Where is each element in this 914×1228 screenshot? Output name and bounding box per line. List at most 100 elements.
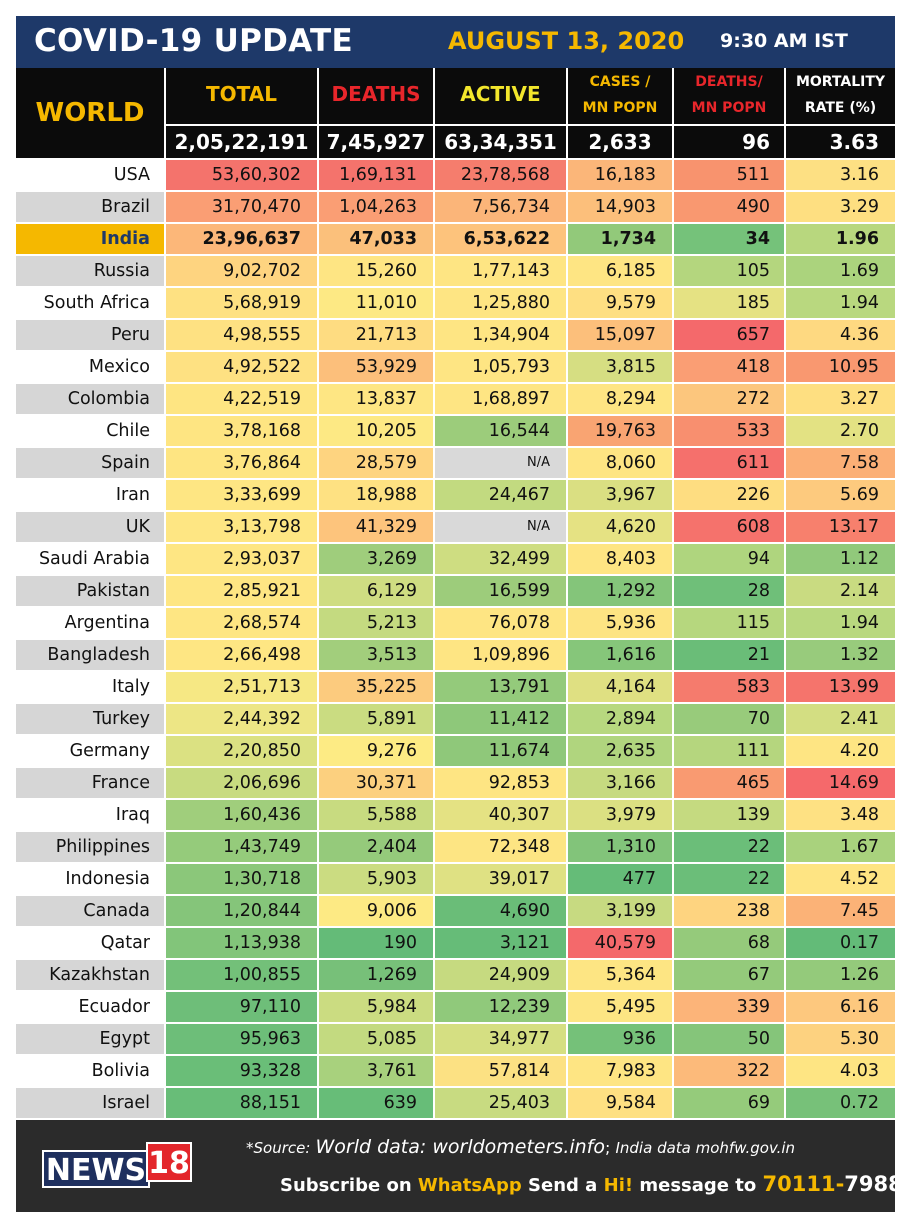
deaths-cell: 6,129	[319, 576, 433, 606]
total-cell: 88,151	[166, 1088, 317, 1118]
active-cell: 1,77,143	[435, 256, 566, 286]
deaths-cell: 5,213	[319, 608, 433, 638]
active-cell: 1,34,904	[435, 320, 566, 350]
deaths-cell: 21,713	[319, 320, 433, 350]
active-cell: 12,239	[435, 992, 566, 1022]
total-cell: 2,85,921	[166, 576, 317, 606]
country-name-cell: Argentina	[16, 608, 164, 638]
deaths-cell: 30,371	[319, 768, 433, 798]
cases-per-mn-cell: 6,185	[568, 256, 672, 286]
deaths-cell: 1,269	[319, 960, 433, 990]
subscribe-line: Subscribe on WhatsApp Send a Hi! message…	[280, 1172, 914, 1196]
country-name-cell: Iraq	[16, 800, 164, 830]
deaths-per-mn-cell: 226	[674, 480, 784, 510]
deaths-per-mn-cell: 465	[674, 768, 784, 798]
mortality-rate-cell: 3.27	[786, 384, 895, 414]
col-header-cases-mn-line1: CASES /	[589, 74, 651, 90]
country-name-cell: Colombia	[16, 384, 164, 414]
world-deaths-mn-value: 96	[742, 130, 770, 154]
mortality-rate-cell: 1.94	[786, 288, 895, 318]
news18-logo: NEWS 18	[42, 1142, 192, 1188]
hi-label: Hi!	[603, 1175, 634, 1196]
update-date: AUGUST 13, 2020	[448, 27, 685, 55]
total-cell: 31,70,470	[166, 192, 317, 222]
country-name-cell: USA	[16, 160, 164, 190]
table-row: Iran 3,33,699 18,988 24,467 3,967 226 5.69	[16, 480, 895, 510]
country-name-cell: Canada	[16, 896, 164, 926]
country-name-cell: Ecuador	[16, 992, 164, 1022]
mortality-rate-cell: 1.94	[786, 608, 895, 638]
deaths-cell: 53,929	[319, 352, 433, 382]
cases-per-mn-cell: 2,635	[568, 736, 672, 766]
world-total-value: 2,05,22,191	[174, 130, 309, 154]
active-cell: 23,78,568	[435, 160, 566, 190]
active-cell: 25,403	[435, 1088, 566, 1118]
cases-per-mn-cell: 4,164	[568, 672, 672, 702]
mortality-rate-cell: 1.12	[786, 544, 895, 574]
deaths-cell: 10,205	[319, 416, 433, 446]
footer: NEWS 18 *Source: World data: worldometer…	[16, 1120, 914, 1212]
table-row: Argentina 2,68,574 5,213 76,078 5,936 115 1.94	[16, 608, 895, 638]
country-name-cell: Kazakhstan	[16, 960, 164, 990]
active-cell: 1,09,896	[435, 640, 566, 670]
country-name-cell: France	[16, 768, 164, 798]
deaths-cell: 5,891	[319, 704, 433, 734]
deaths-per-mn-cell: 657	[674, 320, 784, 350]
table-row: Canada 1,20,844 9,006 4,690 3,199 238 7.45	[16, 896, 895, 926]
active-cell: 1,68,897	[435, 384, 566, 414]
total-cell: 53,60,302	[166, 160, 317, 190]
table-row: Italy 2,51,713 35,225 13,791 4,164 583 13.99	[16, 672, 895, 702]
page-title: COVID-19 UPDATE	[34, 23, 353, 59]
column-divider	[317, 68, 319, 158]
total-cell: 95,963	[166, 1024, 317, 1054]
total-cell: 2,06,696	[166, 768, 317, 798]
deaths-per-mn-cell: 238	[674, 896, 784, 926]
world-summary-header: WORLD TOTAL DEATHS ACTIVE CASES / MN POP…	[16, 68, 895, 158]
total-cell: 2,44,392	[166, 704, 317, 734]
deaths-per-mn-cell: 583	[674, 672, 784, 702]
total-cell: 2,93,037	[166, 544, 317, 574]
total-cell: 93,328	[166, 1056, 317, 1086]
deaths-per-mn-cell: 94	[674, 544, 784, 574]
active-cell: 1,05,793	[435, 352, 566, 382]
cases-per-mn-cell: 14,903	[568, 192, 672, 222]
table-row: Pakistan 2,85,921 6,129 16,599 1,292 28 2.14	[16, 576, 895, 606]
col-header-total: TOTAL	[206, 82, 277, 106]
deaths-per-mn-cell: 115	[674, 608, 784, 638]
cases-per-mn-cell: 477	[568, 864, 672, 894]
country-name-cell: Qatar	[16, 928, 164, 958]
mortality-rate-cell: 5.69	[786, 480, 895, 510]
table-row: Kazakhstan 1,00,855 1,269 24,909 5,364 67 1.26	[16, 960, 895, 990]
country-name-cell: Bangladesh	[16, 640, 164, 670]
table-row: UK 3,13,798 41,329 N/A 4,620 608 13.17	[16, 512, 895, 542]
table-row: Qatar 1,13,938 190 3,121 40,579 68 0.17	[16, 928, 895, 958]
deaths-cell: 5,085	[319, 1024, 433, 1054]
deaths-per-mn-cell: 22	[674, 864, 784, 894]
deaths-cell: 11,010	[319, 288, 433, 318]
deaths-per-mn-cell: 69	[674, 1088, 784, 1118]
cases-per-mn-cell: 5,495	[568, 992, 672, 1022]
world-label: WORLD	[35, 98, 145, 128]
country-name-cell: Germany	[16, 736, 164, 766]
table-row: Indonesia 1,30,718 5,903 39,017 477 22 4.52	[16, 864, 895, 894]
country-name-cell: Brazil	[16, 192, 164, 222]
country-name-cell: India	[16, 224, 164, 254]
cases-per-mn-cell: 16,183	[568, 160, 672, 190]
cases-per-mn-cell: 3,979	[568, 800, 672, 830]
active-cell: 11,412	[435, 704, 566, 734]
active-cell: 16,544	[435, 416, 566, 446]
country-name-cell: Pakistan	[16, 576, 164, 606]
cases-per-mn-cell: 2,894	[568, 704, 672, 734]
table-row: Spain 3,76,864 28,579 N/A 8,060 611 7.58	[16, 448, 895, 478]
cases-per-mn-cell: 19,763	[568, 416, 672, 446]
total-cell: 1,00,855	[166, 960, 317, 990]
active-cell: 39,017	[435, 864, 566, 894]
source-world: World data: worldometers.info	[315, 1136, 606, 1158]
mortality-rate-cell: 1.96	[786, 224, 895, 254]
total-cell: 2,68,574	[166, 608, 317, 638]
col-header-deaths-mn-line2: MN POPN	[691, 100, 767, 116]
subscribe-text: Subscribe on	[280, 1175, 412, 1196]
mortality-rate-cell: 6.16	[786, 992, 895, 1022]
table-row: Egypt 95,963 5,085 34,977 936 50 5.30	[16, 1024, 895, 1054]
deaths-cell: 15,260	[319, 256, 433, 286]
